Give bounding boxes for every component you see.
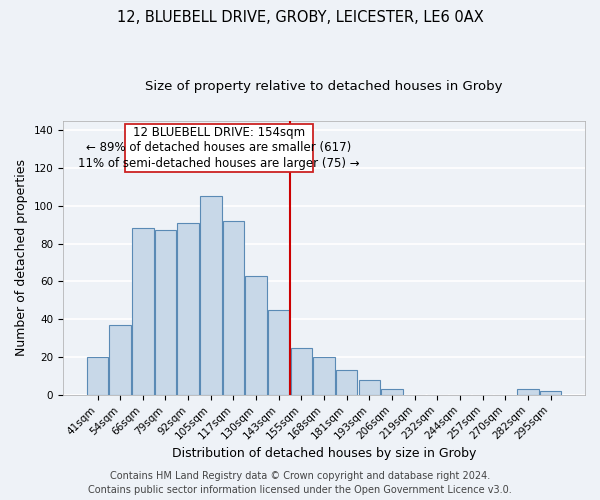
Text: 12 BLUEBELL DRIVE: 154sqm: 12 BLUEBELL DRIVE: 154sqm (133, 126, 305, 140)
Bar (178, 222, 199, 395)
Bar (313, 357, 335, 395)
Bar (381, 389, 403, 395)
Text: ← 89% of detached houses are smaller (617): ← 89% of detached houses are smaller (61… (86, 142, 352, 154)
Title: Size of property relative to detached houses in Groby: Size of property relative to detached ho… (145, 80, 503, 93)
Bar (359, 380, 380, 395)
Bar (132, 228, 154, 395)
Bar (155, 230, 176, 395)
Text: Contains HM Land Registry data © Crown copyright and database right 2024.
Contai: Contains HM Land Registry data © Crown c… (88, 471, 512, 495)
Bar (517, 389, 539, 395)
Bar (336, 370, 358, 395)
Bar (223, 221, 244, 395)
Text: 11% of semi-detached houses are larger (75) →: 11% of semi-detached houses are larger (… (78, 156, 359, 170)
Bar (268, 310, 289, 395)
Bar (290, 348, 312, 395)
X-axis label: Distribution of detached houses by size in Groby: Distribution of detached houses by size … (172, 447, 476, 460)
Bar (540, 391, 561, 395)
Bar (87, 357, 108, 395)
Bar (125, 124, 313, 172)
Bar (200, 196, 221, 395)
Bar (109, 325, 131, 395)
Bar (245, 276, 267, 395)
Text: 12, BLUEBELL DRIVE, GROBY, LEICESTER, LE6 0AX: 12, BLUEBELL DRIVE, GROBY, LEICESTER, LE… (116, 10, 484, 25)
Y-axis label: Number of detached properties: Number of detached properties (15, 159, 28, 356)
